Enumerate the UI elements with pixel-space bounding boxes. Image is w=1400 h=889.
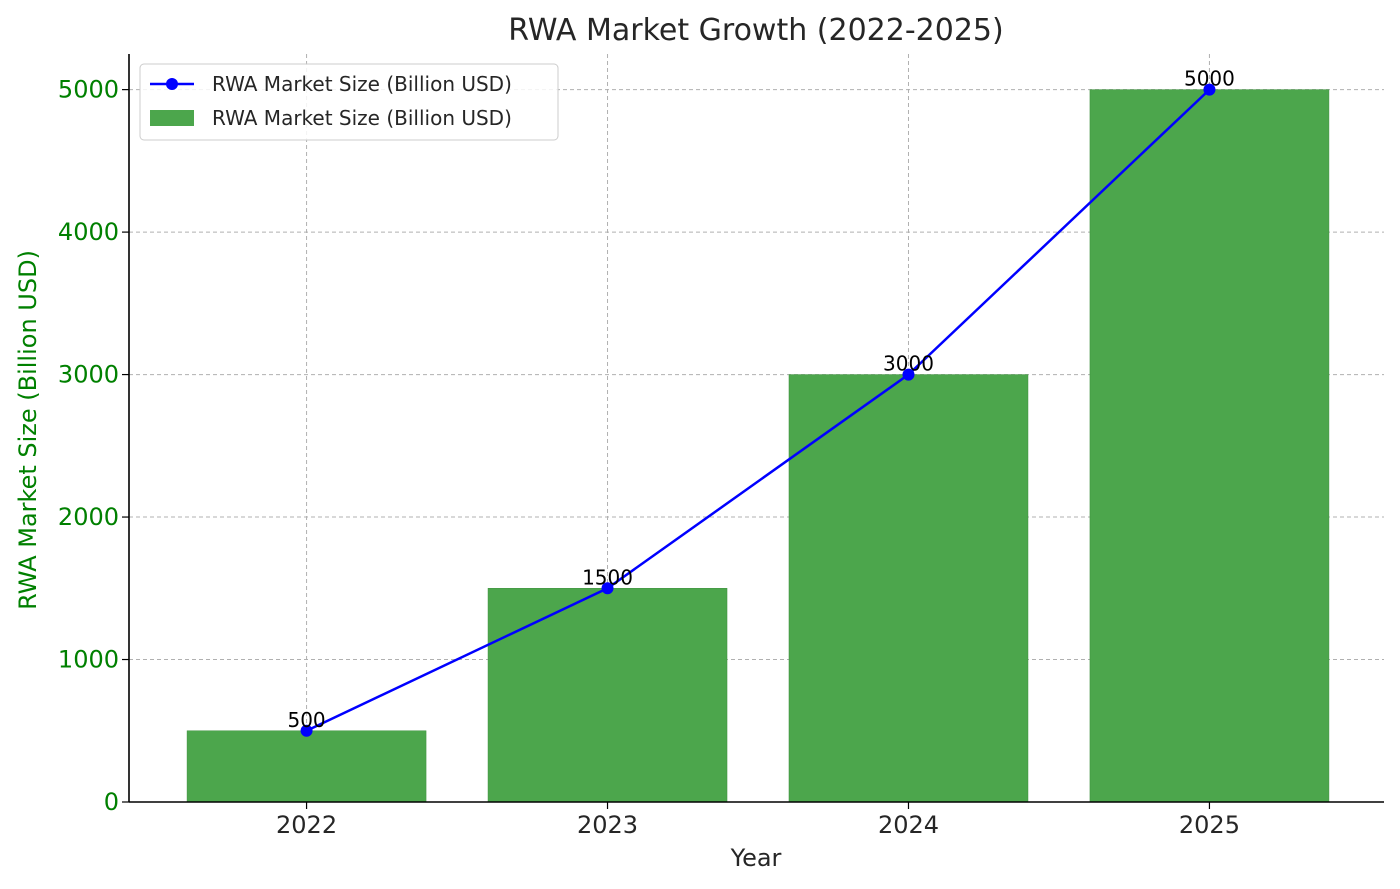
y-tick-label: 5000 — [58, 76, 119, 104]
legend-bar-swatch — [150, 110, 194, 126]
line-layer — [300, 83, 1216, 737]
y-tick-label: 3000 — [58, 361, 119, 389]
data-label: 5000 — [1184, 67, 1235, 91]
legend-box — [139, 63, 559, 141]
y-tick-label: 1000 — [58, 646, 119, 674]
bar — [788, 374, 1029, 803]
y-tick-label: 0 — [104, 788, 119, 816]
series-line — [306, 88, 1211, 732]
axes-layer: 0 1000 2000 3000 4000 5000 2022 2023 2024 2025 — [58, 54, 1384, 839]
legend-label-bar: RWA Market Size (Billion USD) — [212, 106, 512, 130]
data-labels-layer: 500 1500 3000 5000 — [287, 67, 1234, 732]
y-tick-label: 4000 — [58, 218, 119, 246]
legend-label-line: RWA Market Size (Billion USD) — [212, 72, 512, 96]
data-label: 1500 — [582, 565, 633, 589]
y-tick-label: 2000 — [58, 503, 119, 531]
x-tick-label: 2023 — [577, 811, 638, 839]
data-label: 500 — [287, 708, 325, 732]
bar — [1089, 89, 1330, 803]
x-tick-label: 2022 — [276, 811, 337, 839]
x-axis-label: Year — [730, 844, 782, 872]
y-axis-label: RWA Market Size (Billion USD) — [14, 250, 42, 610]
bar — [186, 730, 427, 803]
line-point — [300, 724, 313, 737]
bar — [487, 588, 728, 803]
legend-line-marker — [166, 78, 178, 90]
chart-title: RWA Market Growth (2022-2025) — [508, 13, 1003, 48]
x-tick-label: 2024 — [878, 811, 939, 839]
data-label: 3000 — [883, 352, 934, 376]
legend: RWA Market Size (Billion USD) RWA Market … — [139, 63, 559, 141]
bars-layer — [186, 89, 1330, 803]
line-point — [902, 368, 915, 381]
line-point — [601, 582, 614, 595]
x-tick-label: 2025 — [1179, 811, 1240, 839]
line-point — [1203, 83, 1216, 96]
